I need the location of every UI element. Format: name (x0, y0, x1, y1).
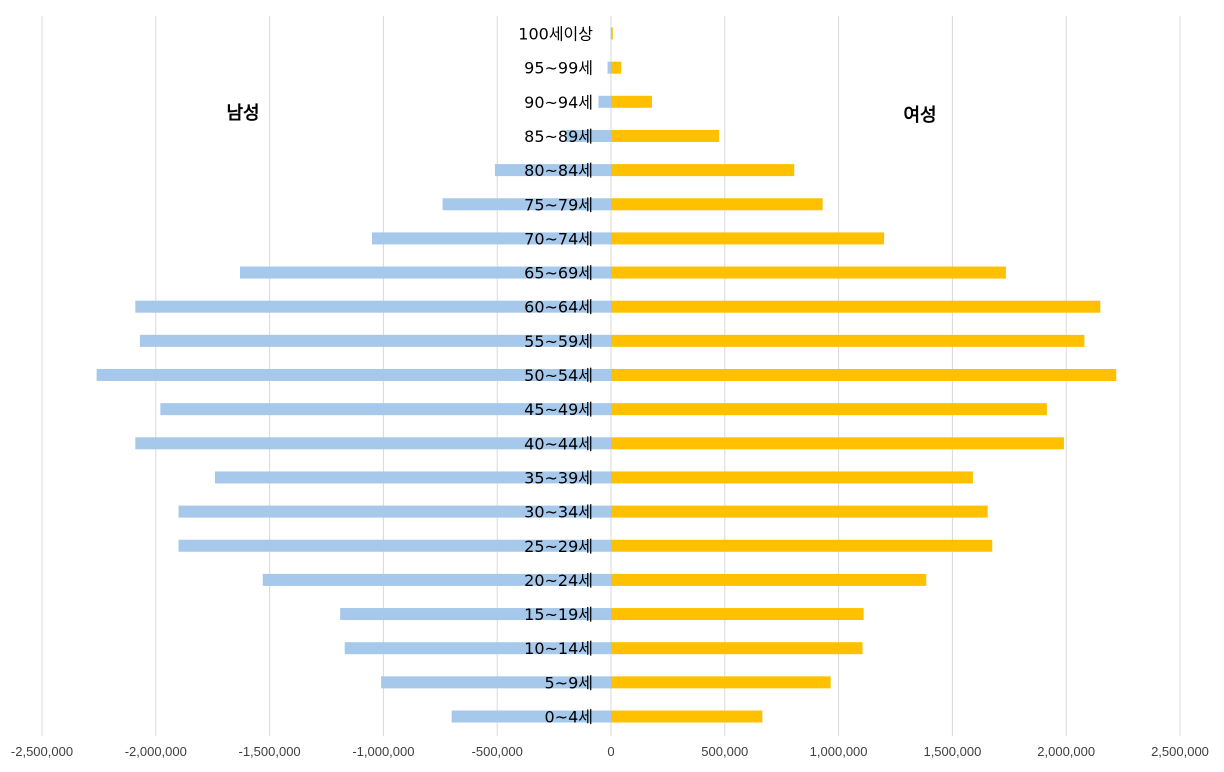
bar-female (611, 61, 622, 74)
category-label: 15~19세 (524, 605, 593, 624)
category-label: 30~34세 (524, 503, 593, 522)
bar-male (372, 232, 611, 245)
bar-male (96, 369, 611, 381)
bar-female (611, 505, 988, 518)
bar-female (611, 573, 927, 586)
bar-male (340, 608, 611, 621)
category-label: 45~49세 (524, 400, 593, 419)
category-label: 5~9세 (545, 673, 594, 692)
bar-male (214, 471, 611, 484)
bar-male (565, 129, 611, 142)
category-label: 40~44세 (524, 434, 593, 453)
bar-female (611, 334, 1085, 347)
bar-male (178, 505, 611, 518)
x-tick-label: 2,500,000 (1151, 744, 1209, 759)
bar-female (611, 676, 831, 689)
bar-male (139, 334, 612, 347)
category-label: 100세이상 (518, 25, 593, 44)
category-label: 60~64세 (524, 298, 593, 317)
bars (96, 27, 1117, 723)
bar-female (611, 266, 1006, 279)
bar-female (611, 300, 1101, 313)
x-tick-label: -1,500,000 (239, 744, 301, 759)
x-axis-tick-labels: -2,500,000 -2,000,000 -1,500,000 -1,000,000… (11, 744, 1209, 759)
x-tick-label: 500,000 (701, 744, 748, 759)
bar-male (607, 61, 611, 74)
x-tick-label: -500,000 (472, 744, 523, 759)
category-label: 80~84세 (524, 161, 593, 180)
bar-male (178, 539, 611, 552)
bar-female (611, 403, 1047, 416)
category-label: 35~39세 (524, 468, 593, 487)
category-label: 25~29세 (524, 537, 593, 556)
category-label: 55~59세 (524, 332, 593, 351)
category-label: 85~89세 (524, 127, 593, 146)
category-label: 90~94세 (524, 93, 593, 112)
bar-female (611, 539, 993, 552)
legend-label-female: 여성 (903, 105, 936, 126)
x-tick-label: -1,000,000 (352, 744, 414, 759)
category-labels: 100세이상 95~99세 90~94세 85~89세 80~84세 75~79세 70~7… (518, 25, 593, 727)
bar-female (611, 437, 1064, 450)
bar-female (611, 608, 864, 621)
bar-female (611, 27, 613, 40)
x-tick-label: 1,000,000 (810, 744, 868, 759)
legend-label-male: 남성 (226, 103, 259, 124)
category-label: 50~54세 (524, 366, 593, 385)
bar-male (344, 642, 611, 655)
bar-female (611, 232, 885, 245)
bar-female (611, 710, 763, 723)
bar-female (611, 129, 720, 142)
x-tick-label: 2,000,000 (1037, 744, 1095, 759)
bar-male (451, 710, 611, 723)
bar-male (494, 164, 611, 177)
category-label: 20~24세 (524, 571, 593, 590)
bar-female (611, 471, 973, 484)
bar-male (442, 198, 611, 211)
category-label: 70~74세 (524, 229, 593, 248)
bar-male (160, 403, 612, 416)
bar-female (611, 369, 1117, 381)
bar-male (240, 266, 611, 279)
bar-male (381, 676, 611, 689)
category-label: 75~79세 (524, 195, 593, 214)
category-label: 65~69세 (524, 264, 593, 283)
x-tick-label: -2,000,000 (125, 744, 187, 759)
bar-male (135, 437, 612, 450)
x-tick-label: 0 (607, 744, 614, 759)
bar-female (611, 198, 823, 211)
bar-male (598, 95, 611, 108)
bar-female (611, 642, 863, 655)
x-tick-label: 1,500,000 (923, 744, 981, 759)
category-label: 10~14세 (524, 639, 593, 658)
bar-male (610, 27, 612, 40)
bar-female (611, 164, 795, 177)
x-tick-label: -2,500,000 (11, 744, 73, 759)
category-label: 0~4세 (545, 708, 594, 727)
category-label: 95~99세 (524, 59, 593, 78)
bar-female (611, 95, 652, 108)
bar-male (135, 300, 612, 313)
bar-male (262, 573, 611, 586)
